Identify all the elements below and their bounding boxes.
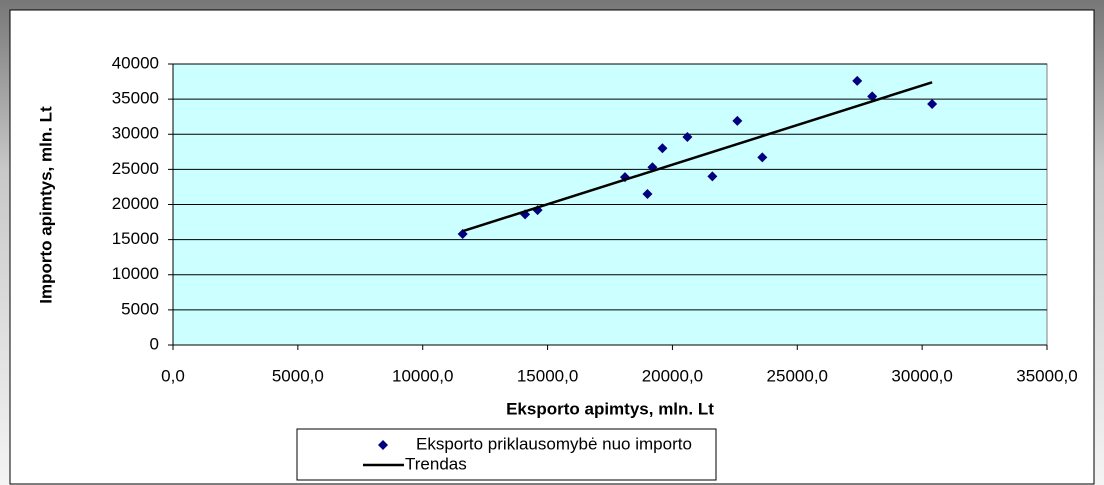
x-tick-label: 25000,0 — [767, 366, 828, 385]
x-tick-label: 5000,0 — [272, 366, 324, 385]
y-tick-label: 25000 — [112, 159, 159, 178]
trend-line — [462, 81, 933, 233]
y-tick-label: 20000 — [112, 194, 159, 213]
x-tick-label: 10000,0 — [392, 366, 453, 385]
y-axis-title: Importo apimtys, mln. Lt — [36, 106, 55, 304]
y-tick-label: 15000 — [112, 229, 159, 248]
point — [927, 99, 938, 110]
legend — [296, 428, 717, 481]
y-tick-label: 5000 — [121, 299, 159, 318]
x-axis-title: Eksporto apimtys, mln. Lt — [506, 399, 714, 418]
x-tick-label: 0,0 — [161, 366, 185, 385]
x-tick-label: 15000,0 — [517, 366, 578, 385]
legend-label: Trendas — [405, 454, 467, 473]
point — [682, 132, 693, 143]
point — [757, 152, 768, 163]
point — [642, 188, 653, 199]
point — [657, 143, 668, 154]
y-tick-label: 35000 — [112, 89, 159, 108]
x-tick-label: 30000,0 — [891, 366, 952, 385]
point — [867, 91, 878, 102]
y-tick-label: 40000 — [112, 53, 159, 72]
y-tick-label: 10000 — [112, 264, 159, 283]
point — [732, 115, 743, 126]
x-tick-label: 35000,0 — [1016, 366, 1077, 385]
legend-marker — [378, 440, 388, 450]
point — [707, 171, 718, 182]
y-tick-label: 30000 — [112, 124, 159, 143]
y-tick-label: 0 — [150, 334, 159, 353]
x-tick-label: 20000,0 — [642, 366, 703, 385]
legend-label: Eksporto priklausomybė nuo importo — [416, 434, 692, 453]
point — [852, 75, 863, 86]
